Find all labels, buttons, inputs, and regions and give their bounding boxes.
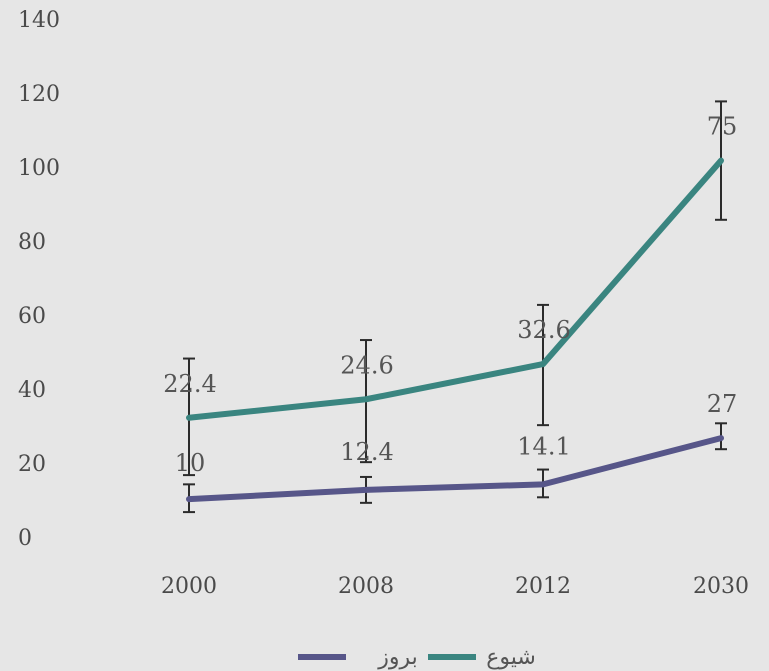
data-label: 32.6 xyxy=(517,316,570,344)
x-tick-label: 2008 xyxy=(338,574,394,599)
x-tick-label: 2030 xyxy=(693,574,749,599)
x-tick-label: 2000 xyxy=(161,574,217,599)
legend-item[interactable]: بروز xyxy=(298,645,418,670)
data-label: 27 xyxy=(707,390,738,418)
data-label: 14.1 xyxy=(517,432,570,460)
y-axis: 0 20 40 60 80 100 120 140 xyxy=(18,8,60,551)
y-tick-label: 80 xyxy=(18,230,46,255)
x-tick-label: 2012 xyxy=(515,574,571,599)
legend-label: بروز xyxy=(377,645,418,670)
series-line-1 xyxy=(186,435,724,503)
data-label: 75 xyxy=(707,113,738,141)
y-tick-label: 60 xyxy=(18,304,46,329)
y-tick-label: 40 xyxy=(18,378,46,403)
y-tick-label: 0 xyxy=(18,526,32,551)
legend-item[interactable]: شیوع xyxy=(428,645,536,670)
data-label: 22.4 xyxy=(163,370,216,398)
data-label: 10 xyxy=(175,449,206,477)
legend-label: شیوع xyxy=(486,645,536,670)
series-layer: 10 12.4 14.1 27 22.4 24.6 32.6 75 xyxy=(163,100,738,514)
data-label: 24.6 xyxy=(340,351,393,379)
data-label: 12.4 xyxy=(340,438,393,466)
legend[interactable]: بروز شیوع xyxy=(298,645,536,670)
y-tick-label: 100 xyxy=(18,156,60,181)
series-line-2 xyxy=(186,157,724,421)
y-tick-label: 140 xyxy=(18,8,60,33)
y-tick-label: 120 xyxy=(18,82,60,107)
x-axis: 2000 2008 2012 2030 xyxy=(161,574,749,599)
y-tick-label: 20 xyxy=(18,452,46,477)
